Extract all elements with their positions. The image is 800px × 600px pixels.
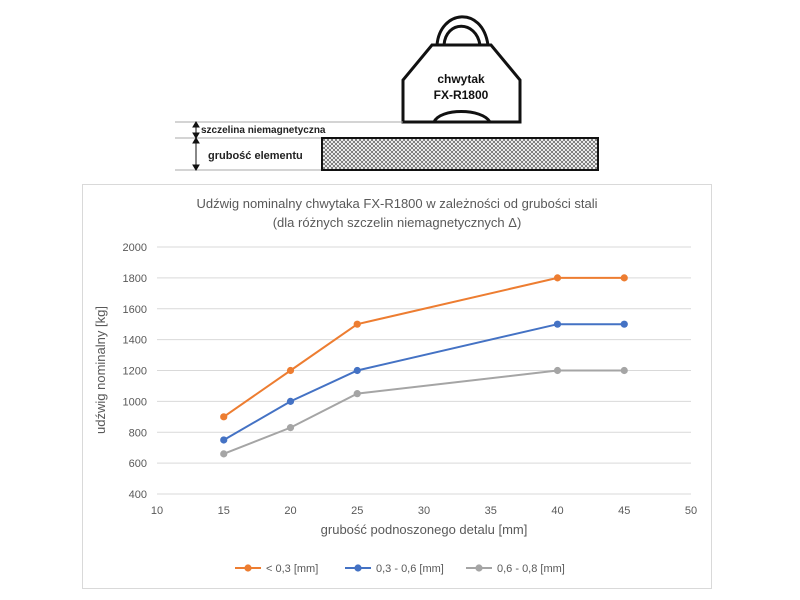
- data-point: [286, 424, 295, 432]
- data-point: [286, 366, 295, 375]
- data-point: [553, 366, 562, 375]
- data-point: [353, 390, 361, 398]
- data-point: [353, 320, 361, 328]
- legend-marker: [354, 564, 362, 572]
- data-point: [220, 413, 228, 421]
- y-tick-label: 2000: [123, 242, 147, 254]
- x-tick-label: 25: [351, 505, 363, 517]
- x-tick-label: 15: [218, 505, 230, 517]
- data-point: [353, 366, 361, 375]
- data-point: [620, 366, 628, 375]
- y-tick-label: 400: [129, 489, 147, 501]
- chart-area: Udźwig nominalny chwytaka FX-R1800 w zal…: [82, 184, 712, 589]
- gripper-diagram: chwytak FX-R1800 szczelina niemagnetyczn…: [175, 15, 599, 171]
- y-tick-label: 1800: [123, 273, 147, 285]
- x-tick-label: 45: [618, 505, 630, 517]
- x-tick-label: 10: [151, 505, 163, 517]
- legend: < 0,3 [mm] 0,3 - 0,6 [mm] 0,6 - 0,8 [mm]: [235, 563, 565, 575]
- legend-label: 0,3 - 0,6 [mm]: [376, 563, 444, 575]
- y-axis-label: udźwig nominalny [kg]: [93, 306, 108, 434]
- y-tick-label: 600: [129, 458, 147, 470]
- data-point: [620, 320, 628, 328]
- data-point: [220, 436, 228, 444]
- y-axis-ticks: 400 600 800 1000 1200 1400 1600 1800 2000: [123, 242, 147, 501]
- gripper-bump: [432, 110, 492, 123]
- data-point: [553, 274, 562, 282]
- gripper-handle: [435, 15, 490, 47]
- y-tick-label: 1000: [123, 396, 147, 408]
- steel-plate: [321, 137, 599, 171]
- gap-dimension-arrow: [192, 121, 200, 139]
- data-point: [620, 274, 628, 282]
- y-tick-label: 1400: [123, 335, 147, 347]
- thickness-dimension-arrow: [192, 137, 200, 171]
- legend-marker: [244, 564, 252, 572]
- legend-label: 0,6 - 0,8 [mm]: [497, 563, 565, 575]
- chart-plot: Udźwig nominalny chwytaka FX-R1800 w zal…: [93, 196, 697, 575]
- thickness-label: grubość elementu: [208, 150, 303, 162]
- gap-label: szczelina niemagnetyczna: [201, 125, 326, 136]
- legend-label: < 0,3 [mm]: [266, 563, 318, 575]
- y-tick-label: 800: [129, 427, 147, 439]
- chart-subtitle: (dla różnych szczelin niemagnetycznych Δ…: [273, 215, 522, 230]
- series-line: [223, 276, 625, 418]
- x-tick-label: 50: [685, 505, 697, 517]
- x-axis-ticks: 10 15 20 25 30 35 40 45 50: [151, 505, 697, 517]
- x-axis-label: grubość podnoszonego detalu [mm]: [321, 522, 528, 537]
- data-point: [220, 450, 228, 458]
- legend-marker: [475, 564, 483, 572]
- y-tick-label: 1600: [123, 304, 147, 316]
- data-point: [286, 397, 295, 405]
- x-tick-label: 40: [551, 505, 563, 517]
- x-tick-label: 35: [485, 505, 497, 517]
- x-tick-label: 20: [284, 505, 296, 517]
- y-tick-label: 1200: [123, 366, 147, 378]
- gripper-label-line1: chwytak: [437, 72, 485, 86]
- series-line: [223, 323, 625, 441]
- chart-title: Udźwig nominalny chwytaka FX-R1800 w zal…: [196, 196, 597, 211]
- series-group: [220, 274, 628, 458]
- data-point: [553, 320, 562, 328]
- series-line: [223, 369, 625, 455]
- gripper-label-line2: FX-R1800: [434, 88, 489, 102]
- gripper-body: [401, 43, 522, 124]
- x-tick-label: 30: [418, 505, 430, 517]
